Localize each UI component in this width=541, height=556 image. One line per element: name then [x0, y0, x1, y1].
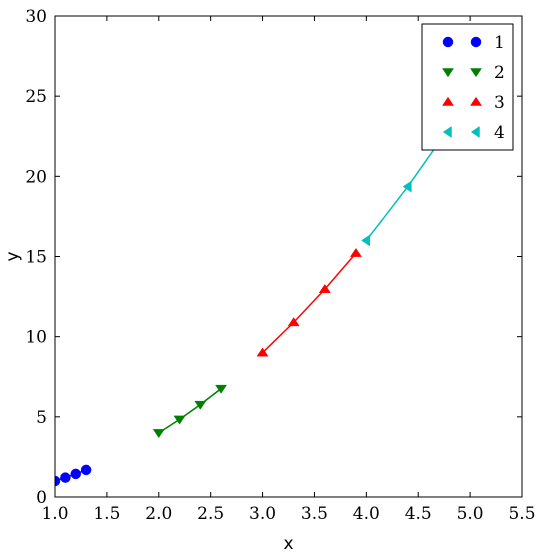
x-tick-label: 3.0: [249, 504, 276, 524]
legend-item-3: 3: [442, 93, 505, 113]
legend-marker: [442, 36, 454, 48]
y-tick-label: 15: [25, 248, 47, 268]
legend-marker: [470, 68, 482, 78]
data-point: [60, 472, 71, 483]
legend-item-1: 1: [442, 33, 505, 53]
data-point: [287, 317, 300, 327]
x-axis-label: x: [283, 534, 293, 554]
x-tick-label: 2.0: [145, 504, 172, 524]
data-point: [349, 247, 362, 257]
series-3-line: [262, 252, 357, 354]
data-point: [402, 180, 412, 193]
data-point: [173, 415, 186, 425]
data-point: [80, 464, 92, 476]
x-tick-label: 2.5: [197, 504, 224, 524]
x-tick-label: 1.0: [41, 504, 68, 524]
legend: 1 2 3 4: [421, 23, 514, 151]
y-tick-label: 30: [25, 7, 47, 27]
x-tick-label: 5.5: [508, 504, 535, 524]
legend-marker: [442, 68, 454, 78]
legend-label: 4: [494, 123, 505, 143]
legend-marker: [470, 36, 482, 48]
legend-item-4: 4: [442, 123, 505, 143]
x-tick-label: 4.5: [405, 504, 432, 524]
legend-box: [421, 23, 514, 151]
data-point: [215, 384, 228, 394]
series-2: [152, 384, 228, 439]
data-point: [256, 347, 269, 357]
data-point: [318, 284, 331, 293]
legend-label: 1: [494, 33, 505, 53]
y-tick-label: 20: [25, 167, 47, 187]
legend-label: 2: [494, 63, 505, 83]
x-tick-label: 3.5: [301, 504, 328, 524]
legend-marker: [442, 126, 452, 138]
y-axis-ticks: 0 5 10 15 20 25 30: [25, 7, 522, 508]
y-tick-label: 25: [25, 87, 47, 107]
series-1: [55, 464, 92, 487]
y-axis-label: y: [3, 251, 23, 261]
y-tick-label: 0: [36, 488, 47, 508]
data-point: [361, 234, 371, 247]
legend-item-2: 2: [442, 63, 505, 83]
legend-marker: [470, 126, 480, 138]
data-point: [194, 400, 207, 410]
data-point: [55, 475, 61, 487]
legend-marker: [442, 96, 454, 106]
x-tick-label: 5.0: [457, 504, 484, 524]
legend-label: 3: [494, 93, 505, 113]
data-point: [152, 429, 165, 439]
legend-marker: [470, 96, 482, 106]
data-point: [70, 468, 82, 480]
series-1-line: [55, 469, 87, 482]
x-tick-label: 4.0: [353, 504, 380, 524]
x-tick-label: 1.5: [93, 504, 120, 524]
x-axis-ticks: 1.0 1.5 2.0 2.5 3.0 3.5 4.0 4.5 5.0 5.5: [41, 16, 536, 524]
series-3: [256, 247, 362, 357]
y-tick-label: 10: [25, 328, 47, 348]
y-tick-label: 5: [36, 408, 47, 428]
series-2-line: [158, 388, 222, 434]
